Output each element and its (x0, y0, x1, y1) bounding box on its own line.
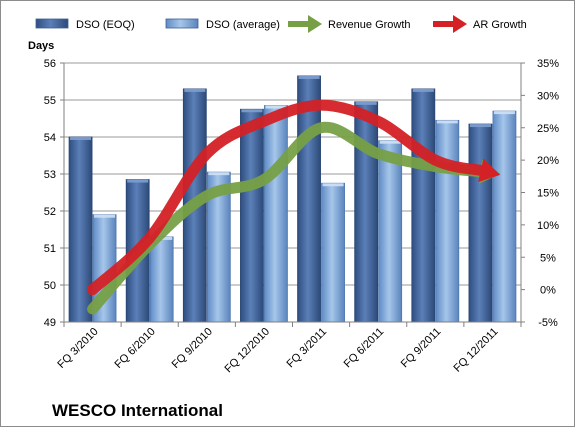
x-tick-label: FQ 3/2010 (55, 326, 100, 371)
x-tick-label: FQ 3/2011 (285, 326, 330, 371)
bar-cap (355, 101, 377, 105)
y-tick-label: 53 (44, 169, 56, 181)
y-tick-label: 51 (44, 243, 56, 255)
y2-tick-label: 5% (540, 252, 556, 264)
bar-cap (94, 214, 116, 218)
bar-dso-eoq (411, 88, 436, 323)
y-axis-title: Days (28, 40, 54, 52)
arrowhead-ar-growth (478, 158, 501, 183)
x-tick-label: FQ 12/2011 (452, 326, 501, 375)
y2-tick-label: 25% (537, 123, 559, 135)
bar-dso-average (321, 182, 345, 323)
y2-tick-label: 10% (537, 220, 559, 232)
line-ar-growth (87, 99, 487, 296)
bar-cap (379, 140, 401, 144)
legend-arrow-ar-growth (453, 15, 467, 33)
bar-dso-eoq (68, 136, 93, 323)
bar-dso-eoq (354, 101, 379, 323)
bar-cap (412, 88, 434, 92)
x-tick-label: FQ 9/2010 (170, 326, 215, 371)
bar-cap (208, 172, 230, 176)
y-tick-label: 54 (44, 132, 56, 144)
bar-dso-eoq (468, 123, 493, 323)
legend-label-dso-eoq-: DSO (EOQ) (76, 19, 135, 31)
legend-label-dso-average-: DSO (average) (206, 19, 280, 31)
x-tick-label: FQ 9/2011 (399, 326, 444, 371)
y2-tick-label: -5% (538, 317, 558, 329)
bar-dso-average (492, 110, 517, 323)
y2-tick-label: 30% (537, 90, 559, 102)
bar-cap (265, 105, 287, 109)
y2-tick-label: 15% (537, 188, 559, 200)
y-tick-label: 55 (44, 95, 56, 107)
legend-swatch-dso-eoq- (35, 18, 69, 29)
bar-cap (127, 179, 149, 183)
company-brand: WESCO International (52, 401, 223, 420)
bar-cap (493, 111, 515, 115)
chart-legend: DSO (EOQ) DSO (average) Revenue Growth AR G… (35, 15, 527, 33)
y2-tick-label: 0% (540, 285, 556, 297)
bar-dso-eoq (240, 108, 264, 323)
legend-swatch-dso-average- (165, 18, 199, 29)
y2-tick-label: 35% (537, 58, 559, 70)
bar-cap (70, 137, 92, 140)
legend-arrow-revenue-growth (308, 15, 322, 33)
bar-cap (469, 124, 491, 128)
y-tick-label: 52 (44, 206, 56, 218)
bar-cap (241, 109, 263, 113)
y-tick-label: 49 (44, 317, 56, 329)
bar-cap (184, 88, 206, 92)
legend-label-ar-growth: AR Growth (473, 19, 527, 31)
bar-cap (298, 75, 320, 79)
bar-dso-average (435, 119, 460, 323)
x-tick-label: FQ 6/2010 (113, 326, 158, 371)
x-tick-label: FQ 6/2011 (342, 326, 387, 371)
y2-tick-label: 20% (537, 155, 559, 167)
legend-label-revenue-growth: Revenue Growth (328, 19, 411, 31)
bar-dso-average (378, 140, 403, 323)
y-tick-label: 56 (44, 58, 56, 70)
bar-cap (322, 183, 344, 187)
bar-cap (436, 120, 458, 124)
bar-dso-average (149, 236, 174, 323)
bar-dso-average (264, 105, 288, 323)
x-tick-label: FQ 12/2010 (222, 326, 272, 376)
y-tick-label: 50 (44, 280, 56, 292)
